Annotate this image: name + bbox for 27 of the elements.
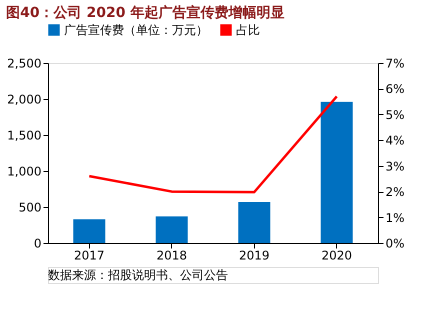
y-tick-label: 2,500 bbox=[7, 56, 42, 70]
y2-tick-label: 3% bbox=[386, 159, 405, 174]
legend-label: 广告宣传费（单位：万元） bbox=[64, 23, 208, 37]
y2-tick-label: 2% bbox=[386, 185, 405, 200]
x-tick-label: 2017 bbox=[74, 248, 105, 262]
y2-tick-label: 4% bbox=[386, 134, 405, 148]
y-tick-label: 2,000 bbox=[7, 92, 42, 106]
chart-title: 图40：公司 2020 年起广告宣传费增幅明显 bbox=[6, 4, 284, 21]
x-tick-label: 2020 bbox=[321, 248, 352, 262]
y-tick-label: 0 bbox=[34, 236, 42, 250]
y-tick-label: 500 bbox=[18, 200, 42, 214]
y2-tick-label: 6% bbox=[386, 82, 405, 96]
source-note: 数据来源：招股说明书、公司公告 bbox=[48, 268, 228, 282]
bar bbox=[73, 219, 106, 243]
x-tick-label: 2019 bbox=[238, 248, 270, 262]
y2-tick-label: 5% bbox=[386, 108, 405, 122]
y2-tick-label: 7% bbox=[386, 56, 405, 70]
bar bbox=[320, 102, 353, 243]
bar bbox=[238, 202, 270, 243]
y-tick-label: 1,000 bbox=[7, 164, 42, 178]
legend-label: 占比 bbox=[236, 23, 260, 37]
x-tick-label: 2018 bbox=[156, 248, 188, 262]
y2-tick-label: 0% bbox=[386, 236, 405, 250]
bar bbox=[156, 216, 188, 243]
y-tick-label: 1,500 bbox=[7, 128, 42, 142]
line-series bbox=[88, 95, 338, 194]
y2-tick-label: 1% bbox=[386, 210, 405, 225]
